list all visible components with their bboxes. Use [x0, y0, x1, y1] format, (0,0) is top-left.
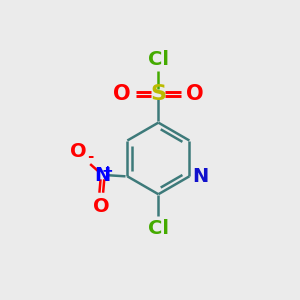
- Text: Cl: Cl: [148, 50, 169, 69]
- Text: N: N: [192, 167, 208, 186]
- Text: S: S: [150, 84, 167, 104]
- Text: O: O: [93, 197, 110, 216]
- Text: O: O: [186, 84, 203, 104]
- Text: O: O: [113, 84, 131, 104]
- Text: N: N: [94, 166, 110, 185]
- Text: -: -: [87, 149, 93, 164]
- Text: Cl: Cl: [148, 219, 169, 238]
- Text: O: O: [70, 142, 86, 161]
- Text: +: +: [101, 164, 113, 178]
